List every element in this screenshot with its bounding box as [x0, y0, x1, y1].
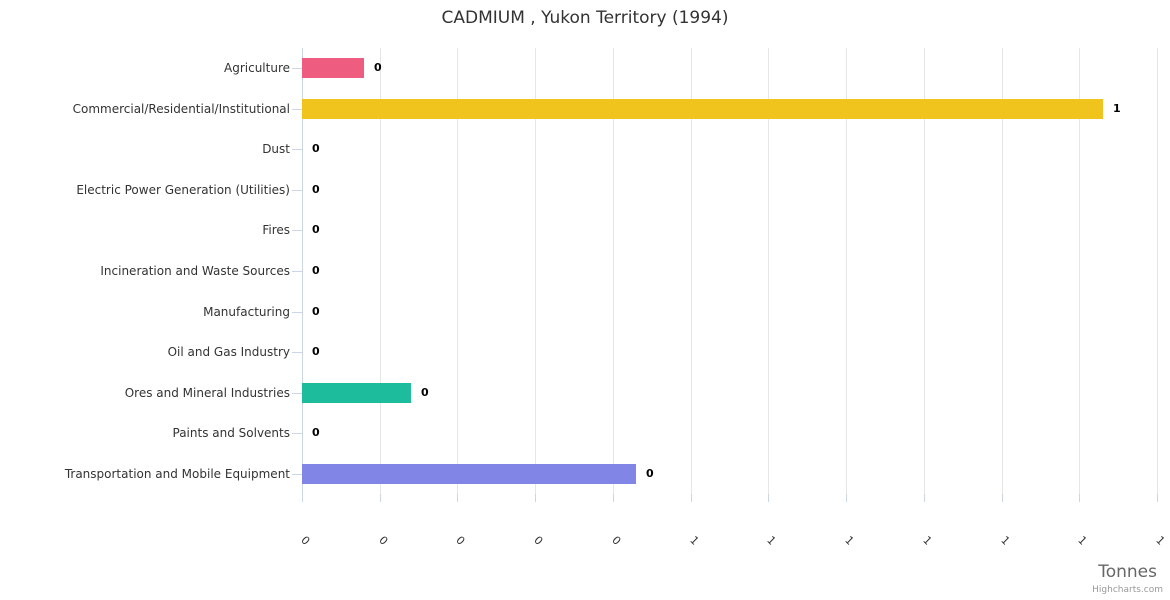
category-label-manufacturing: Manufacturing: [203, 304, 290, 319]
plot-area: 0 1 0 0 0 0 0 0 0 0 0: [302, 48, 1158, 494]
value-label-electric-power-generation-utilities: 0: [312, 182, 320, 196]
gridline: [768, 48, 769, 494]
value-label-paints-and-solvents: 0: [312, 426, 320, 440]
x-axis-tick-mark: [302, 494, 303, 502]
x-tick-label: 0: [609, 533, 624, 548]
x-tick-label: 1: [687, 533, 702, 548]
x-axis-tick-mark: [380, 494, 381, 502]
x-tick-label: 0: [453, 533, 468, 548]
x-axis-tick-mark: [1079, 494, 1080, 502]
category-label-electric-power-generation-utilities: Electric Power Generation (Utilities): [76, 182, 290, 197]
highcharts-credit-link[interactable]: Highcharts.com: [1092, 585, 1163, 595]
category-label-agriculture: Agriculture: [224, 61, 290, 76]
category-label-ores-and-mineral-industries: Ores and Mineral Industries: [124, 385, 290, 400]
x-tick-label: 0: [298, 533, 313, 548]
gridline: [535, 48, 536, 494]
y-axis-tick-mark: [292, 474, 302, 475]
gridline: [924, 48, 925, 494]
x-tick-label: 1: [842, 533, 857, 548]
value-label-transportation-and-mobile-equipment: 0: [646, 466, 654, 480]
x-axis-tick-mark: [1002, 494, 1003, 502]
x-tick-label: 1: [998, 533, 1013, 548]
x-tick-label: 1: [920, 533, 935, 548]
category-label-transportation-and-mobile-equipment: Transportation and Mobile Equipment: [64, 466, 290, 481]
category-axis-line: [302, 48, 303, 494]
value-label-dust: 0: [312, 142, 320, 156]
x-axis-tick-mark: [1157, 494, 1158, 502]
value-label-oil-and-gas-industry: 0: [312, 345, 320, 359]
y-axis-tick-mark: [292, 190, 302, 191]
value-label-fires: 0: [312, 223, 320, 237]
gridline: [846, 48, 847, 494]
x-axis-tick-mark: [691, 494, 692, 502]
value-label-ores-and-mineral-industries: 0: [421, 385, 429, 399]
bar-transportation-and-mobile-equipment[interactable]: [302, 463, 636, 484]
gridline: [380, 48, 381, 494]
category-label-dust: Dust: [262, 142, 290, 157]
category-label-oil-and-gas-industry: Oil and Gas Industry: [167, 345, 290, 360]
y-axis-tick-mark: [292, 433, 302, 434]
bar-agriculture[interactable]: [302, 58, 364, 79]
x-tick-label: 0: [376, 533, 391, 548]
value-label-incineration-and-waste-sources: 0: [312, 264, 320, 277]
gridline: [1079, 48, 1080, 494]
y-axis-tick-mark: [292, 230, 302, 231]
y-axis-tick-mark: [292, 109, 302, 110]
y-axis-tick-mark: [292, 68, 302, 69]
bar-commercial-residential-institutional[interactable]: [302, 98, 1103, 119]
x-axis-tick-mark: [768, 494, 769, 502]
x-axis-tick-mark: [846, 494, 847, 502]
x-axis-tick-mark: [924, 494, 925, 502]
x-axis-tick-mark: [535, 494, 536, 502]
x-axis-tick-mark: [613, 494, 614, 502]
x-tick-label: 1: [1153, 533, 1168, 548]
value-label-manufacturing: 0: [312, 304, 320, 318]
chart-title: CADMIUM , Yukon Territory (1994): [441, 8, 729, 28]
bar-ores-and-mineral-industries[interactable]: [302, 382, 411, 403]
gridline: [1157, 48, 1158, 494]
gridline: [691, 48, 692, 494]
y-axis-tick-mark: [292, 393, 302, 394]
x-tick-label: 1: [764, 533, 779, 548]
y-axis-tick-mark: [292, 149, 302, 150]
x-axis-title: Tonnes: [1098, 562, 1157, 582]
value-label-commercial-residential-institutional: 1: [1113, 101, 1121, 115]
category-label-incineration-and-waste-sources: Incineration and Waste Sources: [100, 264, 290, 278]
y-axis-tick-mark: [292, 352, 302, 353]
gridline: [613, 48, 614, 494]
x-tick-label: 0: [531, 533, 546, 548]
value-label-agriculture: 0: [374, 61, 382, 75]
y-axis-tick-mark: [292, 312, 302, 313]
x-axis-tick-mark: [457, 494, 458, 502]
gridline: [457, 48, 458, 494]
category-label-fires: Fires: [262, 223, 290, 238]
y-axis-tick-mark: [292, 271, 302, 272]
category-label-commercial-residential-institutional: Commercial/Residential/Institutional: [72, 101, 290, 116]
category-label-paints-and-solvents: Paints and Solvents: [172, 426, 291, 441]
x-tick-label: 1: [1075, 533, 1090, 548]
gridline: [1002, 48, 1003, 494]
